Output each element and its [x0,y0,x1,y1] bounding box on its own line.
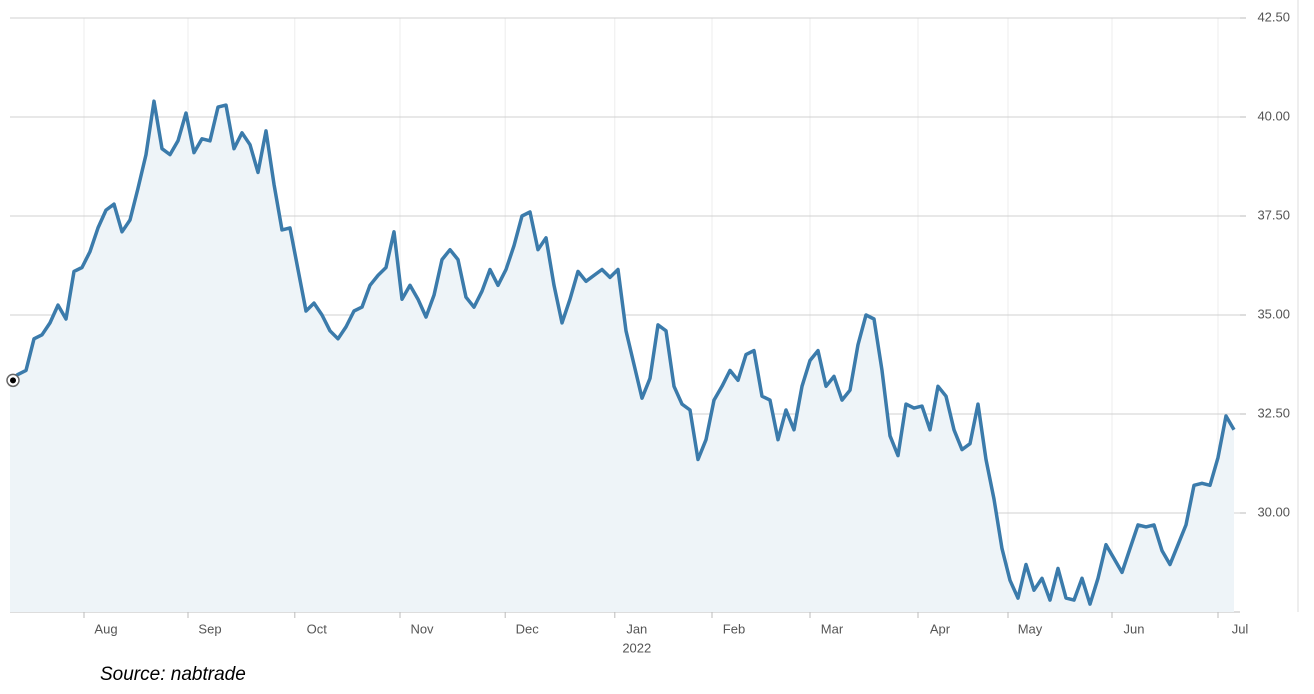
x-tick-label: Feb [723,621,745,636]
x-tick-label: Sep [198,621,221,636]
y-tick-label: 42.50 [1257,9,1290,24]
x-tick-label: Jun [1124,621,1145,636]
x-tick-label: May [1018,621,1043,636]
x-tick-label: Oct [307,621,328,636]
y-tick-label: 40.00 [1257,108,1290,123]
y-tick-label: 35.00 [1257,306,1290,321]
x-tick-label: Nov [410,621,434,636]
y-tick-label: 37.50 [1257,207,1290,222]
price-line [8,99,1236,606]
x-tick-label: Apr [930,621,951,636]
x-tick-label: Jul [1232,621,1249,636]
start-marker-dot [10,377,16,384]
x-tick-label: Aug [94,621,117,636]
area [10,101,1234,612]
x-tick-label: Mar [821,621,844,636]
x-tick-label: Dec [516,621,540,636]
source-note: Source: nabtrade [100,664,246,685]
y-tick-label: 30.00 [1257,504,1290,519]
y-tick-label: 32.50 [1257,405,1290,420]
x-tick-label: Jan [626,621,647,636]
year-label: 2022 [622,640,651,655]
